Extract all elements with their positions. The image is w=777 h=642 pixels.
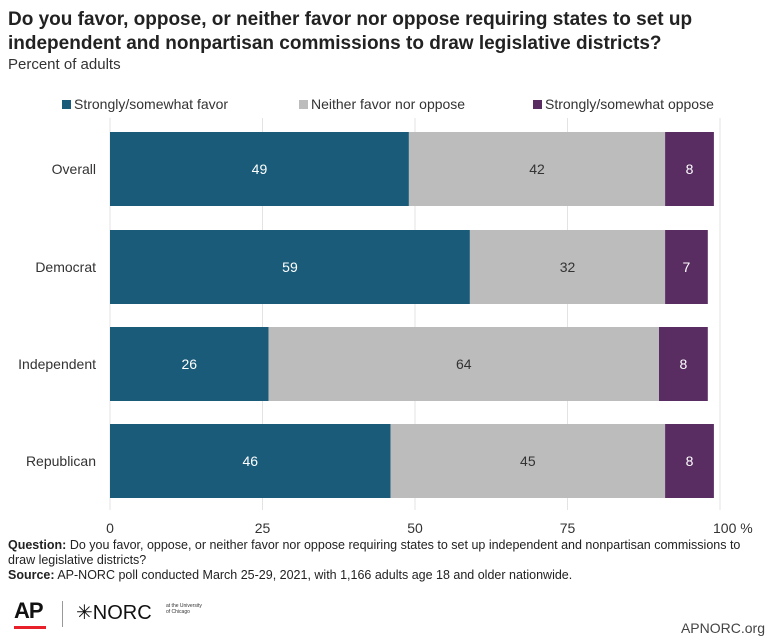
category-label: Independent bbox=[18, 356, 96, 372]
x-tick-label: 100 % bbox=[713, 520, 753, 536]
data-label: 32 bbox=[560, 259, 576, 275]
question-label: Question: bbox=[8, 538, 67, 552]
ap-logo-underline bbox=[14, 626, 46, 629]
legend-swatch bbox=[299, 100, 308, 109]
data-label: 8 bbox=[686, 453, 694, 469]
chart-title: Do you favor, oppose, or neither favor n… bbox=[8, 9, 693, 54]
source-label: Source: bbox=[8, 568, 55, 582]
data-label: 8 bbox=[680, 356, 688, 372]
legend-swatch bbox=[533, 100, 542, 109]
bar-segment bbox=[665, 230, 708, 304]
bar-segment bbox=[110, 230, 470, 304]
data-label: 59 bbox=[282, 259, 298, 275]
bar-segment bbox=[469, 230, 666, 304]
x-tick-label: 25 bbox=[255, 520, 271, 536]
x-tick-label: 0 bbox=[106, 520, 114, 536]
category-label: Overall bbox=[52, 161, 96, 177]
data-label: 49 bbox=[252, 161, 268, 177]
data-label: 42 bbox=[529, 161, 545, 177]
x-tick-label: 50 bbox=[407, 520, 423, 536]
bar-segment bbox=[110, 132, 409, 206]
bar-segment bbox=[390, 424, 666, 498]
data-label: 7 bbox=[683, 259, 691, 275]
legend-label: Strongly/somewhat favor bbox=[74, 96, 228, 112]
bar-segment bbox=[268, 327, 659, 401]
stacked-bar-chart: Strongly/somewhat favor Neither favor nor… bbox=[18, 96, 753, 536]
question-note: Question: Do you favor, oppose, or neith… bbox=[8, 538, 768, 568]
norc-logo: ✳NORC bbox=[76, 602, 152, 624]
bar-segment bbox=[659, 327, 708, 401]
question-text: Do you favor, oppose, or neither favor n… bbox=[8, 538, 741, 567]
norc-logo-subtext: at the University of Chicago bbox=[166, 603, 202, 615]
chart-subtitle: Percent of adults bbox=[8, 56, 121, 73]
data-label: 8 bbox=[686, 161, 694, 177]
data-label: 26 bbox=[182, 356, 198, 372]
category-label: Democrat bbox=[35, 259, 96, 275]
bar-segment bbox=[110, 327, 269, 401]
data-label: 46 bbox=[243, 453, 259, 469]
legend-swatch bbox=[62, 100, 71, 109]
bar-segment bbox=[110, 424, 391, 498]
legend-label: Strongly/somewhat oppose bbox=[545, 96, 714, 112]
source-note: Source: AP-NORC poll conducted March 25-… bbox=[8, 568, 768, 583]
bar-segment bbox=[408, 132, 666, 206]
data-label: 64 bbox=[456, 356, 472, 372]
site-link[interactable]: APNORC.org bbox=[680, 620, 765, 636]
bar-segment bbox=[665, 424, 714, 498]
x-tick-label: 75 bbox=[560, 520, 576, 536]
logo-divider bbox=[62, 601, 63, 627]
data-label: 45 bbox=[520, 453, 536, 469]
category-label: Republican bbox=[26, 453, 96, 469]
bar-segment bbox=[665, 132, 714, 206]
source-text: AP-NORC poll conducted March 25-29, 2021… bbox=[54, 568, 573, 582]
footnote: Question: Do you favor, oppose, or neith… bbox=[8, 538, 768, 583]
ap-logo: AP bbox=[14, 598, 44, 623]
legend-label: Neither favor nor oppose bbox=[311, 96, 465, 112]
